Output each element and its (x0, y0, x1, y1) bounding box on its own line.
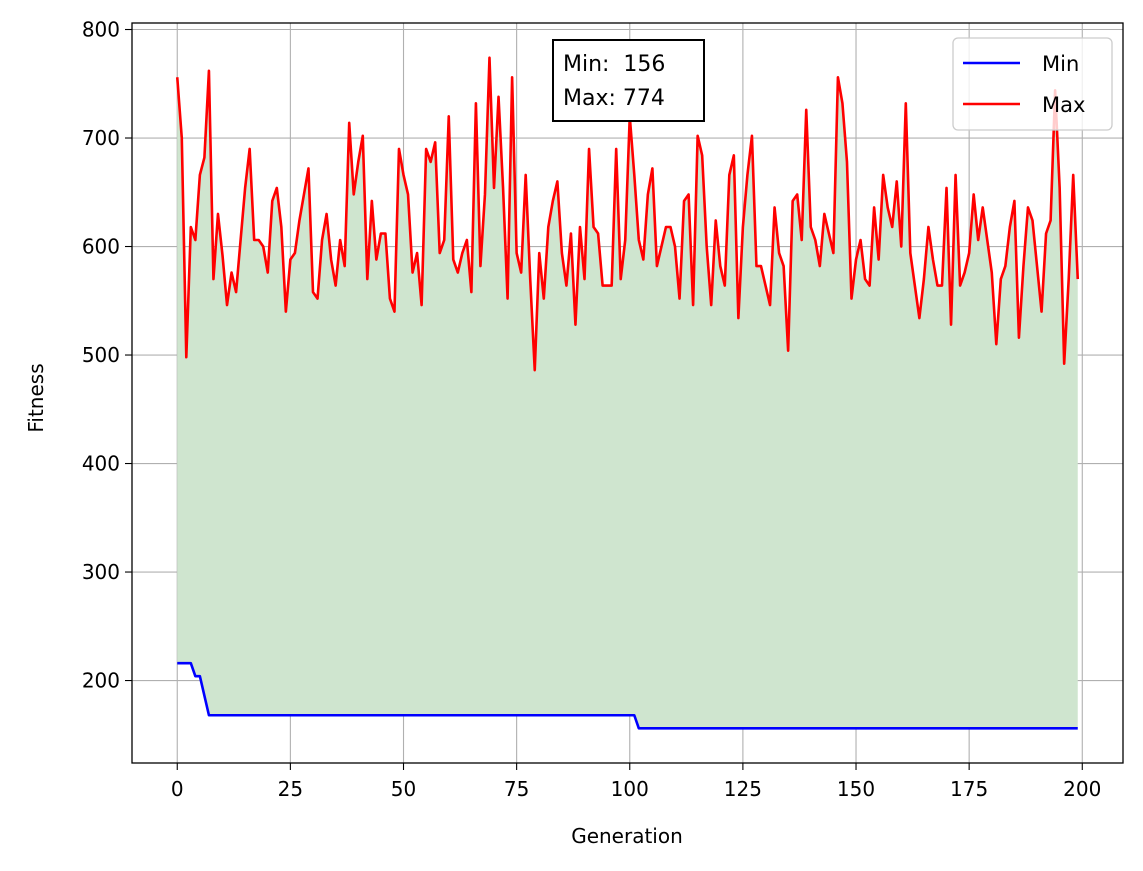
stats-annotation-box: Min: 156 Max: 774 (552, 39, 705, 122)
legend: Min Max (952, 37, 1113, 131)
y-axis-ticks: 200 300 400 500 600 700 800 (82, 18, 132, 693)
x-axis-title: Generation (571, 824, 683, 848)
series-line-min (177, 661, 1078, 730)
y-tick-label: 200 (82, 669, 120, 693)
x-tick-label: 50 (391, 777, 416, 801)
series-line-max (175, 56, 1080, 372)
plot-frame (131, 22, 1124, 764)
x-tick-label: 0 (171, 777, 184, 801)
x-tick-label: 100 (611, 777, 649, 801)
y-tick-label: 500 (82, 343, 120, 367)
y-axis-title: Fitness (24, 363, 48, 432)
y-tick-label: 600 (82, 235, 120, 259)
x-tick-label: 200 (1063, 777, 1101, 801)
annotation-max: Max: 774 (563, 86, 665, 111)
x-tick-label: 175 (950, 777, 988, 801)
y-tick-label: 400 (82, 452, 120, 476)
y-tick-label: 800 (82, 18, 120, 42)
annotation-min: Min: 156 (563, 52, 665, 77)
x-tick-label: 75 (504, 777, 529, 801)
legend-frame (952, 37, 1113, 131)
y-tick-label: 700 (82, 126, 120, 150)
min-max-fill-area (177, 57, 1078, 729)
y-tick-label: 300 (82, 560, 120, 584)
x-axis-ticks: 0 25 50 75 100 125 150 175 200 (171, 763, 1101, 801)
legend-label-min: Min (1042, 52, 1079, 76)
legend-label-max: Max (1042, 93, 1085, 117)
x-tick-label: 125 (724, 777, 762, 801)
stats-annotation-frame (552, 39, 705, 122)
x-tick-label: 25 (278, 777, 303, 801)
x-tick-label: 150 (837, 777, 875, 801)
